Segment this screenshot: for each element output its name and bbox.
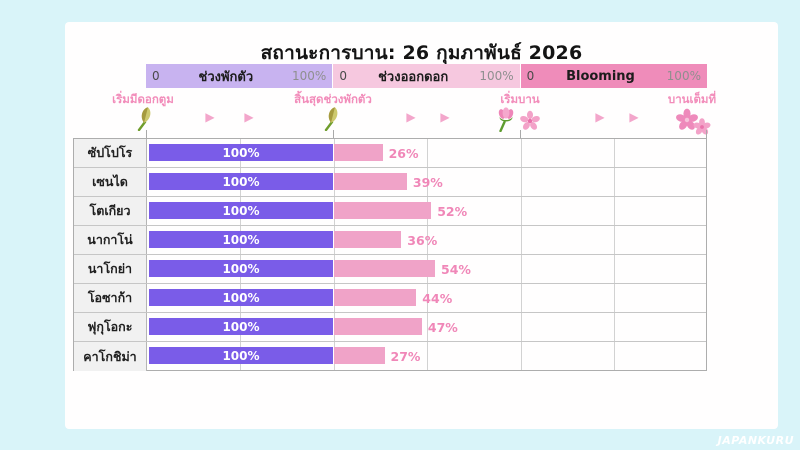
dormancy-value: 100%: [222, 174, 260, 189]
dormancy-bar: 100%: [149, 347, 333, 364]
row-chart-area: 100% 52%: [147, 197, 706, 225]
closed-bud-icon: [322, 106, 344, 132]
segment-min: 0: [526, 69, 535, 83]
city-label: โตเกียว: [74, 197, 147, 225]
table-row: โตเกียว 100% 52%: [74, 197, 706, 226]
segment-max: 100%: [666, 69, 701, 83]
segment-label: ช่วงออกดอก: [378, 69, 449, 85]
arrow-icon: ▶: [595, 110, 605, 124]
dormancy-bar: 100%: [149, 202, 333, 219]
flowering-value: 54%: [441, 261, 471, 277]
dormancy-bar: 100%: [149, 144, 333, 161]
legend-segment-blooming: 0 Blooming 100%: [519, 64, 707, 88]
row-chart-area: 100% 44%: [147, 284, 706, 312]
city-label: นากาโน่: [74, 226, 147, 254]
dormancy-value: 100%: [222, 232, 260, 247]
milestone-tick: [146, 130, 147, 139]
city-label: โอซาก้า: [74, 284, 147, 312]
milestone-tick: [333, 130, 334, 139]
dormancy-bar: 100%: [149, 231, 333, 248]
flowering-bar: [334, 231, 402, 248]
table-row: เซนได 100% 39%: [74, 168, 706, 197]
segment-min: 0: [152, 69, 160, 83]
page-title: สถานะการบาน: 26 กุมภาพันธ์ 2026: [260, 42, 583, 64]
closed-bud-icon: [135, 106, 157, 132]
row-chart-area: 100% 36%: [147, 226, 706, 254]
flowering-bar: [334, 318, 422, 335]
milestone-tick: [706, 130, 707, 139]
arrow-icon: ▶: [440, 110, 450, 124]
table-row: นาโกย่า 100% 54%: [74, 255, 706, 284]
arrow-icon: ▶: [406, 110, 416, 124]
phase-legend-bar: 0 ช่วงพักตัว 100% 0 ช่วงออกดอก 100% 0 Bl…: [146, 64, 707, 88]
city-label: นาโกย่า: [74, 255, 147, 283]
arrow-icon: ▶: [244, 110, 254, 124]
city-label: ฟุกุโอกะ: [74, 313, 147, 341]
dormancy-bar: 100%: [149, 318, 333, 335]
segment-label: ช่วงพักตัว: [198, 69, 254, 85]
flowering-bar: [334, 289, 417, 306]
city-label: คาโกชิม่า: [74, 342, 147, 371]
flowering-bar: [334, 347, 385, 364]
flowering-bar: [334, 173, 407, 190]
dormancy-value: 100%: [222, 348, 260, 363]
dormancy-bar: 100%: [149, 260, 333, 277]
table-row: ฟุกุโอกะ 100% 47%: [74, 313, 706, 342]
segment-max: 100%: [479, 69, 514, 83]
table-row: โอซาก้า 100% 44%: [74, 284, 706, 313]
row-chart-area: 100% 39%: [147, 168, 706, 196]
city-label: เซนได: [74, 168, 147, 196]
segment-min: 0: [339, 69, 347, 83]
dormancy-bar: 100%: [149, 289, 333, 306]
flowering-value: 39%: [412, 174, 443, 190]
watermark-logo: JAPANKURU: [717, 434, 794, 447]
dormancy-value: 100%: [222, 145, 260, 160]
milestone-label-full-bloom: บานเต็มที่: [667, 92, 717, 106]
flowering-bar: [334, 144, 383, 161]
flowering-value: 36%: [407, 232, 438, 248]
table-row: ซัปโปโร 100% 26%: [74, 139, 706, 168]
dormancy-bar: 100%: [149, 173, 333, 190]
dormancy-value: 100%: [222, 319, 260, 334]
arrow-icon: ▶: [205, 110, 215, 124]
flowering-value: 47%: [427, 319, 458, 335]
table-row: นากาโน่ 100% 36%: [74, 226, 706, 255]
row-chart-area: 100% 26%: [147, 139, 706, 167]
legend-segment-flowering: 0 ช่วงออกดอก 100%: [332, 64, 520, 88]
double-blossom-icon: [674, 107, 712, 137]
row-chart-area: 100% 27%: [147, 342, 706, 371]
flowering-value: 26%: [388, 145, 419, 161]
flowering-bar: [334, 260, 435, 277]
segment-max: 100%: [292, 69, 327, 83]
dormancy-value: 100%: [222, 290, 260, 305]
table-row: คาโกชิม่า 100% 27%: [74, 342, 706, 371]
flowering-value: 52%: [437, 203, 468, 219]
milestone-tick: [520, 130, 521, 139]
milestone-label-buds-start: เริ่มมีดอกตูม: [112, 92, 174, 106]
legend-segment-dormancy: 0 ช่วงพักตัว 100%: [146, 64, 333, 88]
row-chart-area: 100% 47%: [147, 313, 706, 341]
row-chart-area: 100% 54%: [147, 255, 706, 283]
milestone-label-bloom-start: เริ่มบาน: [500, 92, 540, 106]
dormancy-value: 100%: [222, 261, 260, 276]
flowering-bar: [334, 202, 432, 219]
blossom-icon: [519, 110, 541, 132]
card: สถานะการบาน: 26 กุมภาพันธ์ 2026 0 ช่วงพั…: [65, 22, 778, 429]
dormancy-value: 100%: [222, 203, 260, 218]
opening-bud-icon: [496, 106, 517, 133]
city-label: ซัปโปโร: [74, 139, 147, 167]
flowering-value: 27%: [390, 349, 421, 364]
arrow-icon: ▶: [629, 110, 639, 124]
flowering-value: 44%: [422, 290, 453, 306]
segment-label: Blooming: [566, 68, 635, 84]
milestone-label-dormancy-end: สิ้นสุดช่วงพักตัว: [294, 92, 372, 106]
bloom-status-table: ซัปโปโร 100% 26% เซนได 100%: [73, 138, 707, 371]
